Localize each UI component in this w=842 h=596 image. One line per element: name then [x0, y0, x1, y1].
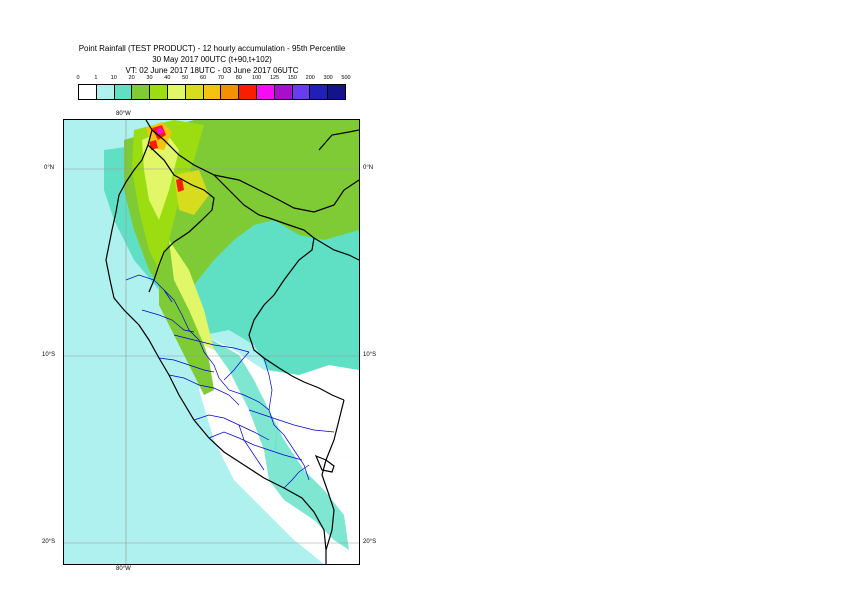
region-line-9 — [238, 424, 265, 471]
legend-swatch-12 — [292, 85, 311, 99]
legend-swatch-10 — [256, 85, 275, 99]
legend-label-7: 60 — [200, 75, 207, 81]
national-borders — [105, 120, 359, 564]
legend-label-5: 40 — [164, 75, 171, 81]
border-venezuela — [318, 129, 359, 151]
dry-coast-sea — [64, 360, 304, 564]
legend-label-14: 300 — [323, 75, 333, 81]
legend-swatch-9 — [239, 85, 257, 99]
region-line-15 — [248, 409, 335, 433]
coastline — [105, 120, 327, 564]
legend-swatch-0 — [79, 85, 97, 99]
region-line-3 — [163, 289, 205, 353]
legend-label-3: 20 — [128, 75, 135, 81]
lat-label-0n-right: 0°N — [363, 165, 374, 171]
region-line-8 — [208, 431, 303, 461]
chart-title: Point Rainfall (TEST PRODUCT) - 12 hourl… — [62, 43, 362, 76]
legend-label-15: 500 — [341, 75, 351, 81]
region-line-5 — [168, 374, 240, 406]
color-scale-labels: 0 1 10 20 30 40 50 60 70 80 100 125 150 200 300 500 — [76, 75, 351, 84]
green-andes-zone — [159, 260, 214, 395]
legend-label-8: 70 — [217, 75, 224, 81]
legend-label-2: 10 — [110, 75, 117, 81]
rainfall-map — [63, 119, 360, 565]
legend-label-0: 0 — [76, 75, 80, 81]
legend-label-10: 100 — [252, 75, 262, 81]
color-scale-bar — [78, 84, 346, 100]
red-rain-spot-3 — [176, 178, 184, 192]
legend-label-6: 50 — [182, 75, 189, 81]
map-canvas — [64, 120, 359, 564]
region-line-11 — [283, 464, 310, 489]
region-line-4 — [158, 357, 215, 373]
legend-label-12: 150 — [287, 75, 297, 81]
lat-label-10s-right: 10°S — [363, 352, 377, 358]
lat-label-20s-left: 20°S — [42, 539, 56, 545]
border-colombia-brazil — [213, 174, 359, 213]
graticule — [64, 120, 359, 564]
legend-swatch-8 — [221, 85, 240, 99]
region-line-2 — [141, 309, 195, 333]
region-line-7 — [193, 414, 270, 441]
title-line-1: Point Rainfall (TEST PRODUCT) - 12 hourl… — [78, 44, 346, 53]
region-line-10 — [273, 424, 310, 481]
legend-swatch-6 — [185, 85, 204, 99]
region-line-6 — [203, 351, 275, 426]
legend-label-1: 1 — [94, 75, 98, 81]
region-line-1 — [125, 274, 173, 303]
lat-label-10s-left: 10°S — [42, 352, 56, 358]
yellow-north-zone — [142, 130, 179, 220]
border-ecuador-peru — [147, 144, 215, 293]
lat-label-0n-left: 0°N — [44, 165, 55, 171]
title-line-3: VT: 02 June 2017 18UTC - 03 June 2017 06… — [125, 66, 299, 75]
legend-swatch-3 — [132, 85, 151, 99]
region-line-12 — [173, 334, 250, 353]
legend-swatch-2 — [114, 85, 133, 99]
region-line-14 — [263, 357, 273, 411]
legend-swatch-5 — [167, 85, 186, 99]
regional-boundaries — [125, 274, 335, 489]
yellow-andes-zone — [169, 240, 214, 350]
lon-label-top: 80°W — [116, 111, 131, 117]
magenta-rain-peak — [157, 128, 163, 134]
legend-label-13: 200 — [305, 75, 315, 81]
legend-swatch-13 — [310, 85, 329, 99]
olive-rain-zone — [174, 170, 209, 215]
legend-swatch-1 — [96, 85, 115, 99]
border-peru-bolivia — [321, 399, 345, 551]
region-line-13 — [223, 351, 250, 381]
teal-andes-strip — [204, 335, 349, 550]
legend-label-9: 80 — [235, 75, 242, 81]
legend-label-4: 30 — [146, 75, 153, 81]
lat-label-20s-right: 20°S — [363, 539, 377, 545]
legend-swatch-7 — [203, 85, 222, 99]
border-brazil-north — [313, 237, 359, 261]
legend-swatch-4 — [150, 85, 168, 99]
lake-titicaca — [314, 454, 335, 473]
legend-swatch-11 — [274, 85, 293, 99]
title-line-2: 30 May 2017 00UTC (t+90,t+102) — [152, 55, 272, 64]
rainfall-field — [64, 120, 359, 564]
lon-label-bottom: 80°W — [116, 566, 131, 572]
legend-label-11: 125 — [269, 75, 280, 81]
legend-swatch-14 — [328, 85, 345, 99]
